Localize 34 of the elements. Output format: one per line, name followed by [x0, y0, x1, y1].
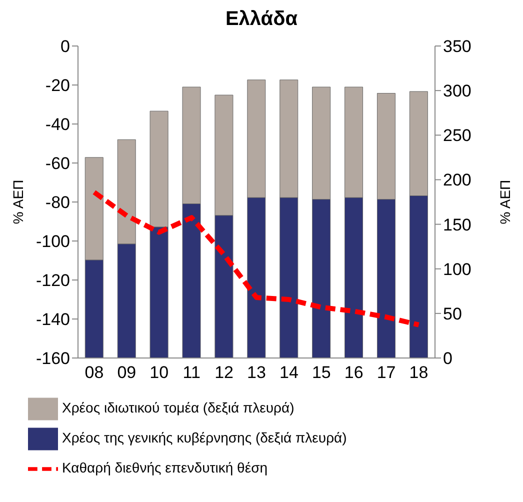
x-tick-label: 09: [117, 363, 136, 382]
y2-tick-label: 50: [443, 304, 462, 324]
y-tick-label: -140: [36, 310, 70, 330]
y-tick-label: -160: [36, 349, 70, 368]
y2-tick-label: 100: [443, 260, 472, 279]
legend-label: Καθαρή διεθνής επενδυτική θέση: [62, 460, 268, 476]
x-tick-label: 13: [247, 363, 266, 382]
y2-tick-label: 300: [443, 82, 472, 101]
y2-tick-label: 200: [443, 170, 472, 190]
x-tick-label: 10: [150, 363, 169, 382]
x-tick-label: 08: [84, 363, 104, 382]
x-tick-label: 11: [182, 363, 200, 382]
x-tick-label: 16: [344, 363, 364, 382]
x-tick-label: 15: [312, 363, 331, 382]
y-axis-title: % ΑΕΠ: [10, 180, 26, 224]
y-tick-label: -100: [36, 232, 70, 252]
x-tick-label: 17: [376, 363, 396, 382]
legend-label: Χρέος της γενικής κυβέρνησης (δεξιά πλευρά): [62, 430, 347, 446]
y2-tick-label: 350: [443, 37, 472, 56]
y2-tick-label: 250: [443, 126, 472, 146]
y2-tick-label: 150: [443, 215, 472, 234]
y-tick-label: -40: [45, 115, 70, 134]
y2-tick-label: 0: [443, 349, 452, 368]
x-tick-label: 12: [214, 363, 234, 382]
y2-axis-title: % ΑΕΠ: [496, 180, 513, 224]
x-tick-label: 14: [279, 363, 298, 382]
y-tick-label: -60: [45, 154, 70, 174]
chart-title: Ελλάδα: [224, 8, 299, 32]
y-tick-label: -120: [36, 271, 70, 290]
x-tick-label: 18: [409, 363, 428, 382]
y-tick-label: -80: [45, 193, 70, 212]
y-tick-label: 0: [60, 37, 70, 56]
legend-label: Χρέος ιδιωτικού τομέα (δεξιά πλευρά): [62, 400, 294, 416]
y-tick-label: -20: [45, 76, 70, 96]
